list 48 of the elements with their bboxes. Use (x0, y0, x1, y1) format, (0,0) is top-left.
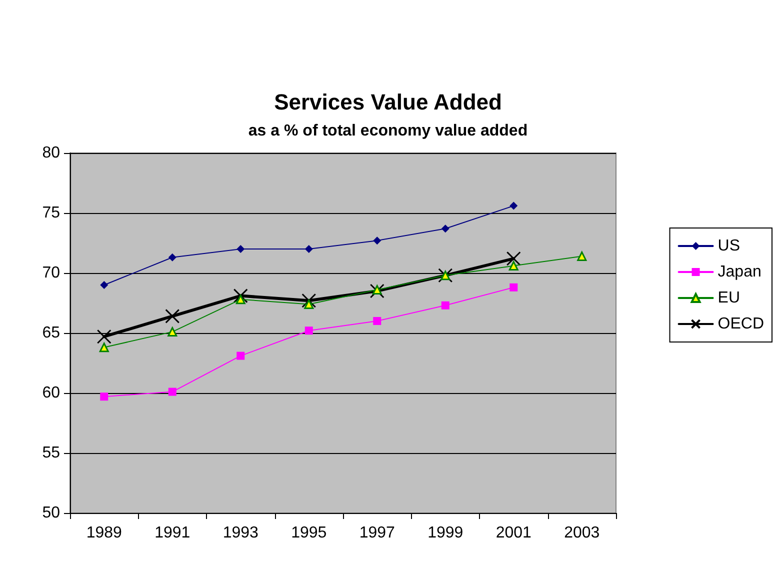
chart-title: Services Value Added (274, 90, 502, 114)
chart-subtitle: as a % of total economy value added (248, 122, 528, 140)
y-tick-label: 75 (42, 204, 60, 222)
legend-label: US (718, 238, 740, 254)
point (168, 253, 176, 262)
point (233, 288, 248, 304)
x-tick-label: 1997 (359, 524, 396, 542)
x-tick-label: 2003 (564, 524, 600, 542)
point (304, 326, 313, 335)
point (168, 327, 178, 337)
point (304, 299, 314, 309)
x-tick-label: 1989 (86, 524, 122, 542)
point (577, 251, 587, 261)
point (441, 224, 450, 233)
point (510, 283, 518, 292)
point (236, 294, 246, 304)
legend-label: OECD (718, 316, 764, 332)
legend-label: EU (718, 290, 740, 306)
point (96, 329, 112, 344)
point (304, 245, 313, 253)
point (302, 293, 316, 308)
point (100, 392, 108, 401)
y-tick-label: 80 (42, 144, 60, 162)
point (508, 261, 518, 271)
x-tick-label: 1995 (291, 524, 327, 542)
point (99, 342, 109, 352)
point (373, 236, 382, 245)
point (370, 284, 384, 298)
y-tick-label: 65 (42, 324, 60, 342)
x-tick-label: 1993 (222, 524, 259, 542)
point (441, 301, 450, 310)
x-tick-label: 1991 (154, 524, 190, 542)
point (506, 251, 521, 266)
x-tick-label: 2001 (496, 524, 532, 542)
point (510, 202, 518, 210)
y-tick-label: 60 (42, 384, 60, 402)
point (236, 352, 245, 360)
y-tick-label: 55 (42, 444, 60, 462)
x-tick-label: 1999 (428, 524, 464, 542)
point (168, 388, 176, 396)
y-tick-label: 50 (42, 504, 60, 522)
point (373, 317, 382, 325)
y-tick-label: 70 (42, 264, 60, 282)
point (372, 285, 382, 295)
legend-label: Japan (718, 264, 762, 280)
point (165, 308, 180, 324)
point (100, 281, 108, 289)
point (236, 245, 245, 253)
